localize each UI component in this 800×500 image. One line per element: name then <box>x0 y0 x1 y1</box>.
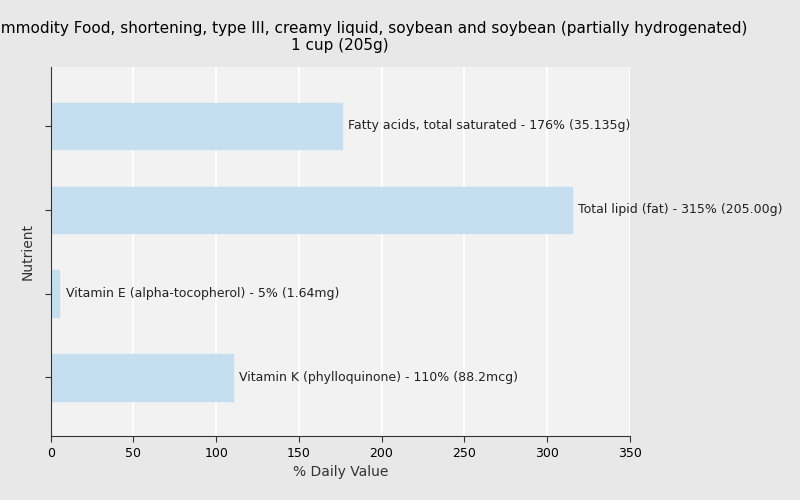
Bar <box>51 186 572 232</box>
Y-axis label: Nutrient: Nutrient <box>21 223 35 280</box>
Text: Vitamin E (alpha-tocopherol) - 5% (1.64mg): Vitamin E (alpha-tocopherol) - 5% (1.64m… <box>66 287 339 300</box>
Bar <box>51 354 233 401</box>
Title: USDA Commodity Food, shortening, type III, creamy liquid, soybean and soybean (p: USDA Commodity Food, shortening, type II… <box>0 21 747 53</box>
X-axis label: % Daily Value: % Daily Value <box>293 465 388 479</box>
Bar <box>51 102 342 148</box>
Text: Fatty acids, total saturated - 176% (35.135g): Fatty acids, total saturated - 176% (35.… <box>349 119 631 132</box>
Text: Vitamin K (phylloquinone) - 110% (88.2mcg): Vitamin K (phylloquinone) - 110% (88.2mc… <box>239 371 518 384</box>
Text: Total lipid (fat) - 315% (205.00g): Total lipid (fat) - 315% (205.00g) <box>578 203 783 216</box>
Bar <box>51 270 59 316</box>
